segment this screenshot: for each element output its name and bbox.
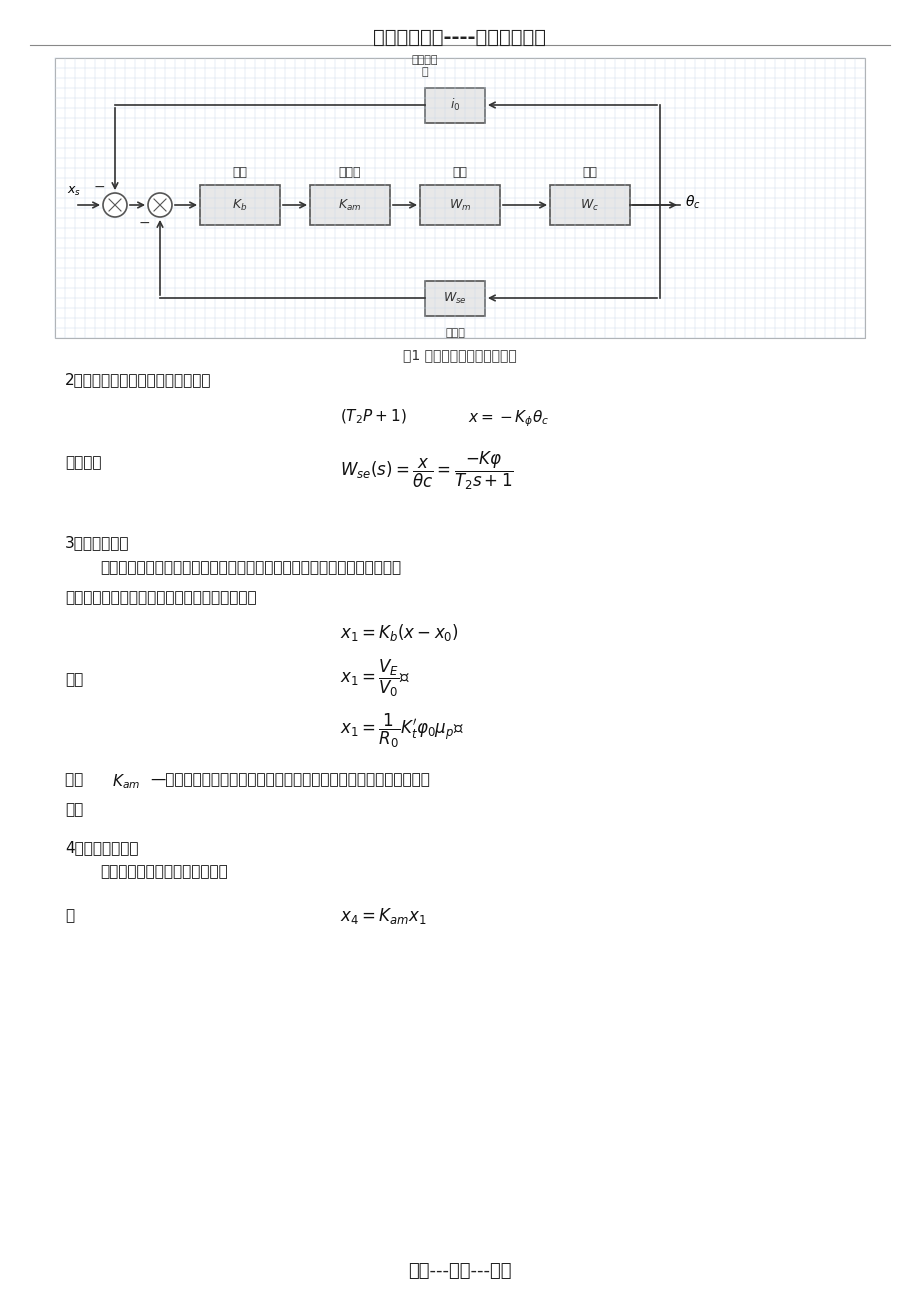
Bar — [425, 87, 484, 122]
Bar — [550, 185, 630, 225]
Bar — [55, 59, 864, 339]
Text: $K_{am}$: $K_{am}$ — [338, 198, 361, 212]
Text: —反馈电阻灵敏度。为电机输出单位转角变化引起的反馈电阻值变化: —反馈电阻灵敏度。为电机输出单位转角变化引起的反馈电阻值变化 — [150, 772, 429, 786]
Bar — [199, 185, 279, 225]
Text: $W_c$: $W_c$ — [580, 198, 599, 212]
Text: 电机: 电机 — [452, 165, 467, 178]
Text: 因为反馈电阻值变化引起的电桥输出电压的变化方向，总是和由热电阻传感: 因为反馈电阻值变化引起的电桥输出电压的变化方向，总是和由热电阻传感 — [100, 560, 401, 575]
Text: $x=-K_{\phi}\theta_c$: $x=-K_{\phi}\theta_c$ — [468, 408, 549, 428]
Bar — [425, 280, 484, 315]
Text: 图1 座舱温度控制系统方块图: 图1 座舱温度控制系统方块图 — [403, 348, 516, 362]
Bar — [310, 185, 390, 225]
Text: 2．热电阻传感器的元件微分方程式: 2．热电阻传感器的元件微分方程式 — [65, 372, 211, 387]
Circle shape — [103, 193, 127, 217]
Text: $K_{am}$: $K_{am}$ — [112, 772, 140, 790]
Bar — [420, 185, 499, 225]
Text: $(T_2P+1)$: $(T_2P+1)$ — [340, 408, 406, 426]
Text: $x_s$: $x_s$ — [67, 185, 81, 198]
Text: $x_4 = K_{am}x_1$: $x_4 = K_{am}x_1$ — [340, 906, 426, 926]
Text: 采用电子式放大器，认为无惯性: 采用电子式放大器，认为无惯性 — [100, 865, 228, 879]
Circle shape — [148, 193, 172, 217]
Text: $W_m$: $W_m$ — [448, 198, 471, 212]
Text: 式中: 式中 — [65, 672, 83, 687]
Text: $x_1 = \dfrac{1}{R_0} K_t^{\prime} \varphi_0 \mu_p$；: $x_1 = \dfrac{1}{R_0} K_t^{\prime} \varp… — [340, 712, 463, 750]
Text: 座舱: 座舱 — [582, 165, 596, 178]
Text: $x_1 = \dfrac{V_E}{V_0}$；: $x_1 = \dfrac{V_E}{V_0}$； — [340, 658, 410, 699]
Text: 传感器: 传感器 — [445, 328, 464, 339]
Text: −: − — [138, 216, 150, 230]
Text: $W_{se}$: $W_{se}$ — [443, 290, 467, 306]
Text: 4．放大器方程式: 4．放大器方程式 — [65, 840, 139, 855]
Text: 量。: 量。 — [65, 802, 83, 816]
Text: 专心---专注---专业: 专心---专注---专业 — [408, 1262, 511, 1280]
Text: 3．电桥方程式: 3．电桥方程式 — [65, 535, 130, 549]
Text: $\theta_c$: $\theta_c$ — [685, 193, 700, 211]
Text: $W_{se}(s) = \dfrac{x}{\theta c} = \dfrac{-K\varphi}{T_2 s+1}$: $W_{se}(s) = \dfrac{x}{\theta c} = \dfra… — [340, 450, 513, 492]
Text: 放大器: 放大器 — [338, 165, 361, 178]
Text: 元件引起的电桥输出电压的方向相反，可写出：: 元件引起的电桥输出电压的方向相反，可写出： — [65, 590, 256, 605]
Text: $i_0$: $i_0$ — [449, 96, 460, 113]
Text: 电桥: 电桥 — [233, 165, 247, 178]
Text: 传递函数: 传递函数 — [65, 454, 101, 470]
Text: 反馈电位: 反馈电位 — [412, 55, 437, 65]
Text: 式中: 式中 — [65, 772, 93, 786]
Text: −: − — [93, 180, 105, 194]
Text: $x_1 = K_b(x-x_0)$: $x_1 = K_b(x-x_0)$ — [340, 622, 459, 643]
Text: 计: 计 — [421, 66, 428, 77]
Text: 则: 则 — [65, 907, 74, 923]
Text: 精选优质文档----倾情为你奉上: 精选优质文档----倾情为你奉上 — [373, 29, 546, 47]
Text: $K_b$: $K_b$ — [233, 198, 247, 212]
